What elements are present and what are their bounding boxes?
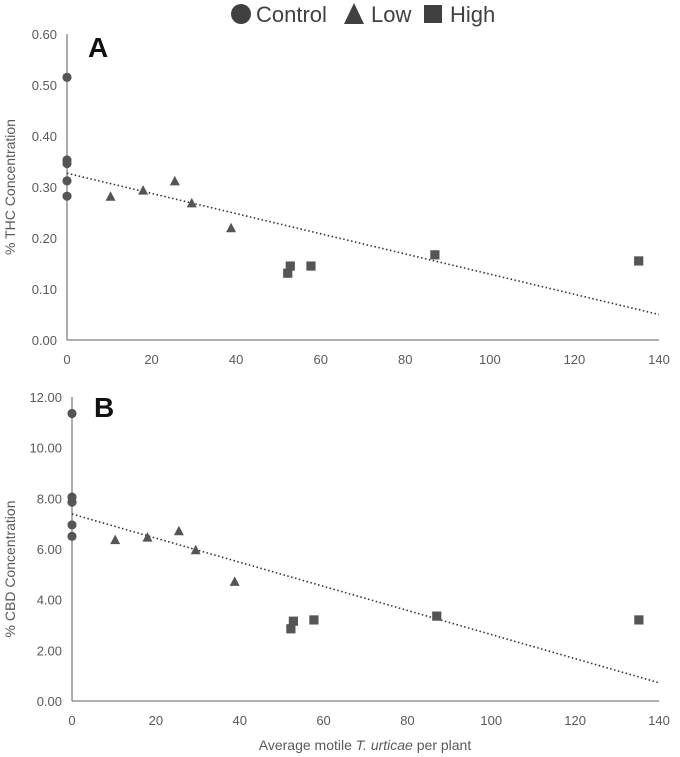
x-tick-label: 0 bbox=[68, 713, 75, 728]
legend-label-low: Low bbox=[371, 2, 411, 27]
legend-marker-high bbox=[424, 5, 442, 23]
data-point-control bbox=[67, 408, 77, 419]
data-points-b bbox=[67, 408, 644, 634]
chart-b: B % CBD Concentration 0.00 2.00 4.00 6.00 8.… bbox=[2, 390, 670, 753]
chart-a: A % THC Concentration 0.000.100.200.300.… bbox=[2, 27, 670, 367]
x-axis-label-b: Average motile T. urticae per plant bbox=[259, 737, 472, 753]
legend-marker-low bbox=[344, 3, 364, 24]
data-point-control bbox=[62, 191, 72, 201]
data-point-control bbox=[62, 72, 72, 82]
y-axis-label-a: % THC Concentration bbox=[2, 119, 18, 255]
x-tick-label: 140 bbox=[648, 713, 670, 728]
y-tick-label: 12.00 bbox=[29, 390, 62, 405]
data-point-control bbox=[62, 158, 72, 169]
legend: Control Low High bbox=[231, 2, 495, 27]
panel-label-b: B bbox=[94, 392, 114, 423]
legend-label-control: Control bbox=[256, 2, 327, 27]
data-point-low bbox=[229, 576, 240, 586]
data-point-low bbox=[142, 532, 153, 542]
x-tick-label: 60 bbox=[313, 352, 327, 367]
data-point-low bbox=[138, 185, 149, 195]
y-tick-label: 0.20 bbox=[32, 231, 57, 246]
y-ticks-a: 0.00 0.10 0.20 0.30 0.40 0.50 0.60 bbox=[32, 27, 57, 348]
trendline bbox=[71, 513, 660, 684]
panel-label-a: A bbox=[88, 32, 108, 63]
x-tick-label: 80 bbox=[398, 352, 412, 367]
data-point-control bbox=[62, 176, 72, 186]
data-point-high bbox=[286, 624, 296, 634]
y-tick-label: 0.50 bbox=[32, 78, 57, 93]
data-point-high bbox=[430, 250, 440, 260]
data-point-low bbox=[169, 175, 180, 186]
x-axis-label-suffix: per plant bbox=[413, 737, 471, 753]
data-point-low bbox=[186, 197, 197, 208]
y-tick-label: 4.00 bbox=[37, 593, 62, 608]
y-tick-label: 0.10 bbox=[32, 282, 57, 297]
x-tick-label: 0 bbox=[63, 352, 70, 367]
trendline-a bbox=[66, 172, 660, 316]
axes-a bbox=[66, 34, 659, 341]
x-tick-label: 120 bbox=[564, 713, 586, 728]
legend-marker-control bbox=[231, 4, 251, 24]
data-point-high bbox=[634, 615, 644, 625]
data-point-high bbox=[285, 261, 295, 271]
trendline-b bbox=[71, 513, 660, 684]
axes-b bbox=[71, 397, 659, 702]
x-axis-label-prefix: Average motile bbox=[259, 737, 356, 753]
data-point-high bbox=[288, 616, 298, 626]
y-tick-label: 0.30 bbox=[32, 180, 57, 195]
y-tick-label: 0.40 bbox=[32, 129, 57, 144]
data-point-control bbox=[67, 520, 77, 530]
y-tick-label: 6.00 bbox=[37, 542, 62, 557]
data-point-high bbox=[306, 261, 316, 271]
data-point-high bbox=[432, 611, 442, 621]
x-axis-label-species: T. urticae bbox=[356, 737, 413, 753]
data-point-low bbox=[226, 222, 237, 233]
data-point-high bbox=[283, 268, 293, 278]
data-point-control bbox=[67, 531, 77, 541]
x-tick-label: 20 bbox=[144, 352, 158, 367]
x-ticks-b: 0 20 40 60 80 100 120 140 bbox=[68, 713, 669, 728]
x-tick-label: 40 bbox=[232, 713, 246, 728]
data-point-low bbox=[110, 534, 121, 545]
legend-label-high: High bbox=[450, 2, 495, 27]
x-tick-label: 120 bbox=[564, 352, 586, 367]
data-point-low bbox=[105, 191, 116, 201]
x-ticks-a: 0 20 40 60 80 100 120 140 bbox=[63, 352, 669, 367]
x-tick-label: 80 bbox=[400, 713, 414, 728]
y-tick-label: 2.00 bbox=[37, 643, 62, 658]
data-point-low bbox=[173, 525, 184, 536]
y-tick-label: 8.00 bbox=[37, 491, 62, 506]
data-point-control bbox=[67, 497, 77, 507]
trendline bbox=[66, 172, 660, 316]
y-tick-label: 10.00 bbox=[29, 441, 62, 456]
x-tick-label: 100 bbox=[479, 352, 501, 367]
x-tick-label: 60 bbox=[316, 713, 330, 728]
x-tick-label: 100 bbox=[480, 713, 502, 728]
y-tick-label: 0.60 bbox=[32, 27, 57, 42]
data-point-high bbox=[309, 615, 319, 625]
y-ticks-b: 0.00 2.00 4.00 6.00 8.00 10.00 12.00 bbox=[29, 390, 62, 709]
y-axis-label-b: % CBD Concentration bbox=[2, 501, 18, 638]
data-point-low bbox=[190, 544, 201, 555]
y-tick-label: 0.00 bbox=[32, 333, 57, 348]
x-tick-label: 140 bbox=[648, 352, 670, 367]
data-points-a bbox=[62, 72, 644, 278]
x-tick-label: 20 bbox=[149, 713, 163, 728]
y-tick-label: 0.00 bbox=[37, 694, 62, 709]
data-point-high bbox=[634, 256, 644, 266]
x-tick-label: 40 bbox=[229, 352, 243, 367]
